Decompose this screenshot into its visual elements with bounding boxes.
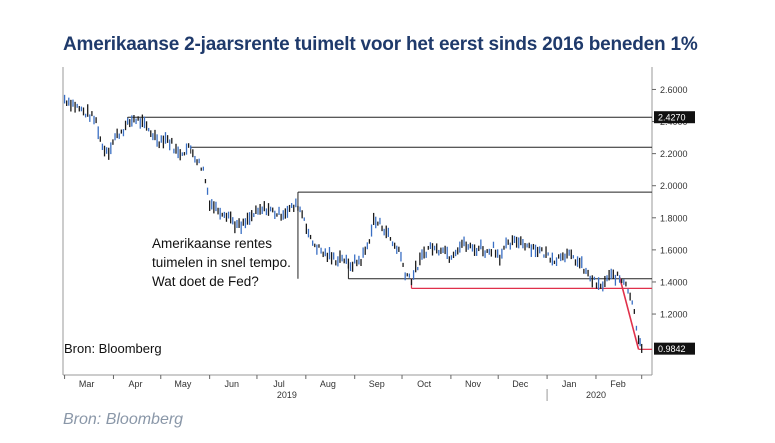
annotation-line: Amerikaanse rentes [152,236,272,251]
y-tick-label: 2.2000 [660,149,688,159]
y-tick-label: 1.8000 [660,213,688,223]
chart-title: Amerikaanse 2-jaarsrente tuimelt voor he… [63,34,698,55]
red-trend-line [618,276,640,350]
y-tick-label: 1.2000 [660,310,688,320]
x-month-label: Nov [465,379,482,389]
x-year-label: 2020 [586,390,606,400]
x-month-label: Jul [273,379,285,389]
last-value-badge [654,111,695,124]
y-tick-label: 2.0000 [660,181,688,191]
x-month-label: Sep [369,379,385,389]
last-value-badge [654,342,695,355]
x-month-label: Feb [610,379,626,389]
x-month-label: Jan [562,379,577,389]
source-caption: Bron: Bloomberg [63,411,184,428]
annotation-line: tuimelen in snel tempo. [152,255,291,270]
x-month-label: Apr [129,379,143,389]
y-tick-label: 1.6000 [660,245,688,255]
x-year-label: 2019 [277,390,297,400]
y-tick-label: 2.6000 [660,85,688,95]
x-month-label: Oct [417,379,432,389]
x-month-label: Dec [512,379,529,389]
x-month-label: May [174,379,192,389]
annotation-line: Wat doet de Fed? [152,274,259,289]
last-value-label: 0.9842 [658,344,686,354]
source-inside-label: Bron: Bloomberg [64,341,162,356]
x-month-label: Aug [320,379,336,389]
last-value-label: 2.4270 [658,113,686,123]
x-month-label: Jun [224,379,239,389]
y-tick-label: 1.4000 [660,277,688,287]
x-month-label: Mar [79,379,95,389]
